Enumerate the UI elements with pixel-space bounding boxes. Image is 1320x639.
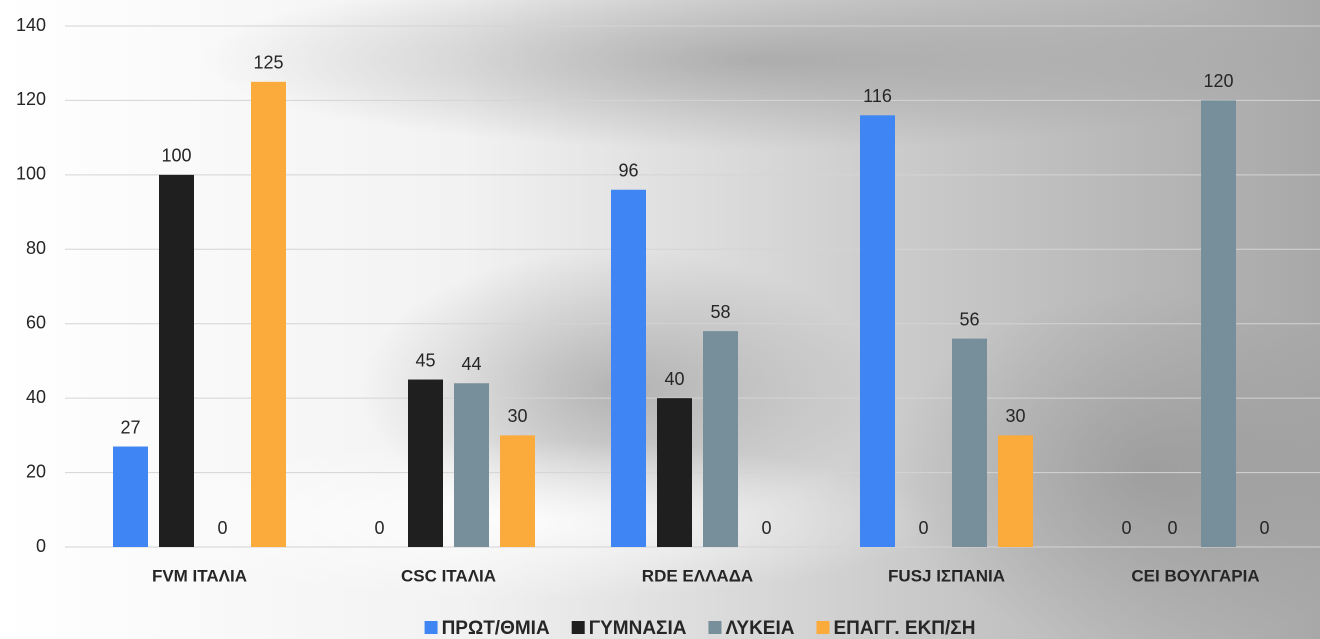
data-label: 0 bbox=[918, 518, 928, 538]
data-label: 45 bbox=[415, 350, 435, 370]
legend-marker bbox=[816, 621, 829, 634]
bar bbox=[952, 339, 987, 547]
data-label: 0 bbox=[1167, 518, 1177, 538]
bar bbox=[159, 175, 194, 547]
data-label: 56 bbox=[959, 309, 979, 329]
data-label: 40 bbox=[664, 369, 684, 389]
y-tick-label: 140 bbox=[16, 15, 46, 35]
y-tick-label: 60 bbox=[26, 312, 46, 332]
data-label: 27 bbox=[120, 417, 140, 437]
x-tick-label: RDE ΕΛΛΑΔΑ bbox=[642, 566, 753, 585]
y-tick-label: 120 bbox=[16, 89, 46, 109]
x-tick-label: CSC ΙΤΑΛΙΑ bbox=[401, 566, 496, 585]
y-tick-label: 20 bbox=[26, 461, 46, 481]
legend-marker bbox=[572, 621, 585, 634]
data-label: 100 bbox=[161, 146, 191, 166]
legend-label: ΓΥΜΝΑΣΙΑ bbox=[589, 618, 687, 639]
data-label: 44 bbox=[461, 354, 481, 374]
bar bbox=[251, 82, 286, 547]
legend-label: ΕΠΑΓΓ. ΕΚΠ/ΣΗ bbox=[833, 618, 975, 639]
legend-marker bbox=[425, 621, 438, 634]
legend-marker bbox=[708, 621, 721, 634]
x-tick-label: CEI ΒΟΥΛΓΑΡΙΑ bbox=[1131, 566, 1259, 585]
bar bbox=[860, 115, 895, 547]
bar bbox=[998, 435, 1033, 547]
bar bbox=[611, 190, 646, 547]
data-label: 0 bbox=[1259, 518, 1269, 538]
data-label: 30 bbox=[507, 406, 527, 426]
y-tick-label: 40 bbox=[26, 387, 46, 407]
x-tick-label: FVM ΙΤΑΛΙΑ bbox=[152, 566, 247, 585]
data-label: 0 bbox=[1121, 518, 1131, 538]
y-tick-label: 0 bbox=[36, 536, 46, 556]
legend-label: ΠΡΩΤ/ΘΜΙΑ bbox=[442, 618, 550, 639]
data-label: 125 bbox=[253, 53, 283, 73]
y-tick-label: 80 bbox=[26, 238, 46, 258]
data-label: 116 bbox=[863, 86, 892, 106]
legend-label: ΛΥΚΕΙΑ bbox=[725, 618, 794, 639]
data-label: 96 bbox=[618, 160, 638, 180]
data-label: 0 bbox=[217, 518, 227, 538]
data-label: 0 bbox=[761, 518, 771, 538]
chart: 0 20 40 60 80 100 120 140 FVM ΙΤΑΛΙΑ 27 100 0 125 CSC… bbox=[0, 0, 1320, 639]
data-label: 120 bbox=[1203, 71, 1233, 91]
bar bbox=[500, 435, 535, 547]
bar bbox=[657, 398, 692, 547]
y-tick-label: 100 bbox=[16, 164, 46, 184]
x-tick-label: FUSJ ΙΣΠΑΝΙΑ bbox=[888, 566, 1005, 585]
bar bbox=[408, 380, 443, 547]
bar bbox=[454, 383, 489, 547]
bar bbox=[113, 447, 148, 547]
data-label: 58 bbox=[710, 302, 730, 322]
data-label: 0 bbox=[374, 518, 384, 538]
bar bbox=[1201, 100, 1236, 547]
bar bbox=[703, 331, 738, 547]
data-label: 30 bbox=[1005, 406, 1025, 426]
